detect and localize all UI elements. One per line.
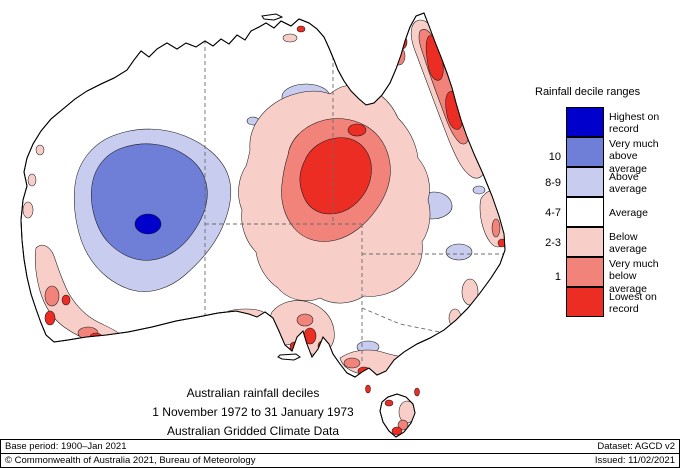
legend-range: 2-3 <box>545 237 561 249</box>
legend-label: Average <box>609 206 648 219</box>
region-lowest-vic-2 <box>388 364 400 374</box>
decile-regions-mainland <box>22 19 505 377</box>
region-lowest-tas-2 <box>391 426 403 436</box>
legend-swatch-highest <box>566 107 604 137</box>
legend-row-10: 10 Very much above average <box>535 137 677 175</box>
legend-row-highest: Highest on record <box>535 107 677 138</box>
legend-swatch-2-3 <box>566 227 604 257</box>
region-below-average-nsw-coast <box>461 278 479 306</box>
map-title-block: Australian rainfall deciles 1 November 1… <box>93 384 413 441</box>
region-below-average-topend <box>282 33 298 43</box>
legend-label: Highest on record <box>609 110 660 135</box>
legend-label: Lowest on record <box>609 290 657 315</box>
region-very-much-below-swwa-1 <box>44 285 60 307</box>
legend-row-lowest: Lowest on record <box>535 287 677 318</box>
legend-range: 8-9 <box>545 177 561 189</box>
region-below-average-westcoast-3 <box>35 144 45 156</box>
region-lowest-topend <box>296 25 306 33</box>
legend-label: Very much above average <box>609 138 659 175</box>
map-subtitle-dataset: Australian Gridded Climate Data <box>166 424 340 438</box>
footer-row-1: Base period: 1900–Jan 2021 Dataset: AGCD… <box>1 439 679 453</box>
region-very-much-above-wa <box>91 143 208 261</box>
legend-row-1: 1 Very much below average <box>535 257 677 295</box>
legend-swatch-10 <box>566 137 604 167</box>
region-below-average-bight <box>224 308 266 320</box>
legend-row-2-3: 2-3 Below average <box>535 227 677 258</box>
base-period-text: Base period: 1900–Jan 2021 <box>5 441 127 452</box>
region-above-average-east2 <box>445 243 473 261</box>
region-below-average-westcoast-2 <box>27 173 37 187</box>
region-very-much-below-sa <box>296 313 314 327</box>
legend-swatch-lowest <box>566 287 604 317</box>
region-lowest-swwa-2 <box>89 332 103 342</box>
region-very-much-below-vic <box>343 357 361 369</box>
region-above-average-east3 <box>472 185 486 195</box>
region-lowest-swwa-3 <box>61 294 71 306</box>
copyright-text: © Commonwealth of Australia 2021, Bureau… <box>5 455 256 466</box>
legend-row-4-7: 4-7 Average <box>535 197 677 228</box>
issued-text: Issued: 11/02/2021 <box>594 455 675 466</box>
melville-island <box>261 13 284 21</box>
decile-regions-tasmania <box>384 399 415 436</box>
region-lowest-tas-1 <box>384 399 394 407</box>
king-island <box>365 384 371 394</box>
legend-label: Above average <box>609 170 647 195</box>
legend-row-8-9: 8-9 Above average <box>535 167 677 198</box>
legend-label: Very much below average <box>609 258 659 295</box>
region-lowest-on-record-central <box>299 137 372 215</box>
region-lowest-swwa-1 <box>44 310 56 326</box>
footer-row-2: © Commonwealth of Australia 2021, Bureau… <box>1 453 679 467</box>
footer: Base period: 1900–Jan 2021 Dataset: AGCD… <box>0 439 680 468</box>
dataset-text: Dataset: AGCD v2 <box>597 441 675 452</box>
flinders-island <box>414 387 420 397</box>
australia-map-canvas <box>20 12 506 438</box>
region-very-much-below-capeyork <box>392 46 406 66</box>
legend-range: 1 <box>554 270 561 283</box>
region-highest-on-record-wa <box>134 213 162 235</box>
region-below-average-westcoast-1 <box>22 201 34 219</box>
kangaroo-island <box>277 353 301 361</box>
region-very-much-below-tas <box>397 419 409 431</box>
legend-range: 4-7 <box>545 207 561 219</box>
legend: Rainfall decile ranges Highest on record… <box>535 86 677 318</box>
region-lowest-capeyork <box>396 34 408 50</box>
map-title: Australian rainfall deciles <box>186 386 320 400</box>
legend-swatch-8-9 <box>566 167 604 197</box>
legend-swatch-4-7 <box>566 197 604 227</box>
legend-range: 10 <box>548 150 561 163</box>
region-very-much-below-seqld <box>491 218 501 238</box>
map-subtitle-period: 1 November 1972 to 31 January 1973 <box>152 405 354 419</box>
legend-swatch-1 <box>566 257 604 287</box>
region-lowest-spot-central <box>347 123 367 137</box>
legend-title: Rainfall decile ranges <box>535 86 641 98</box>
state-borders <box>204 40 505 362</box>
legend-label: Below average <box>609 230 647 255</box>
